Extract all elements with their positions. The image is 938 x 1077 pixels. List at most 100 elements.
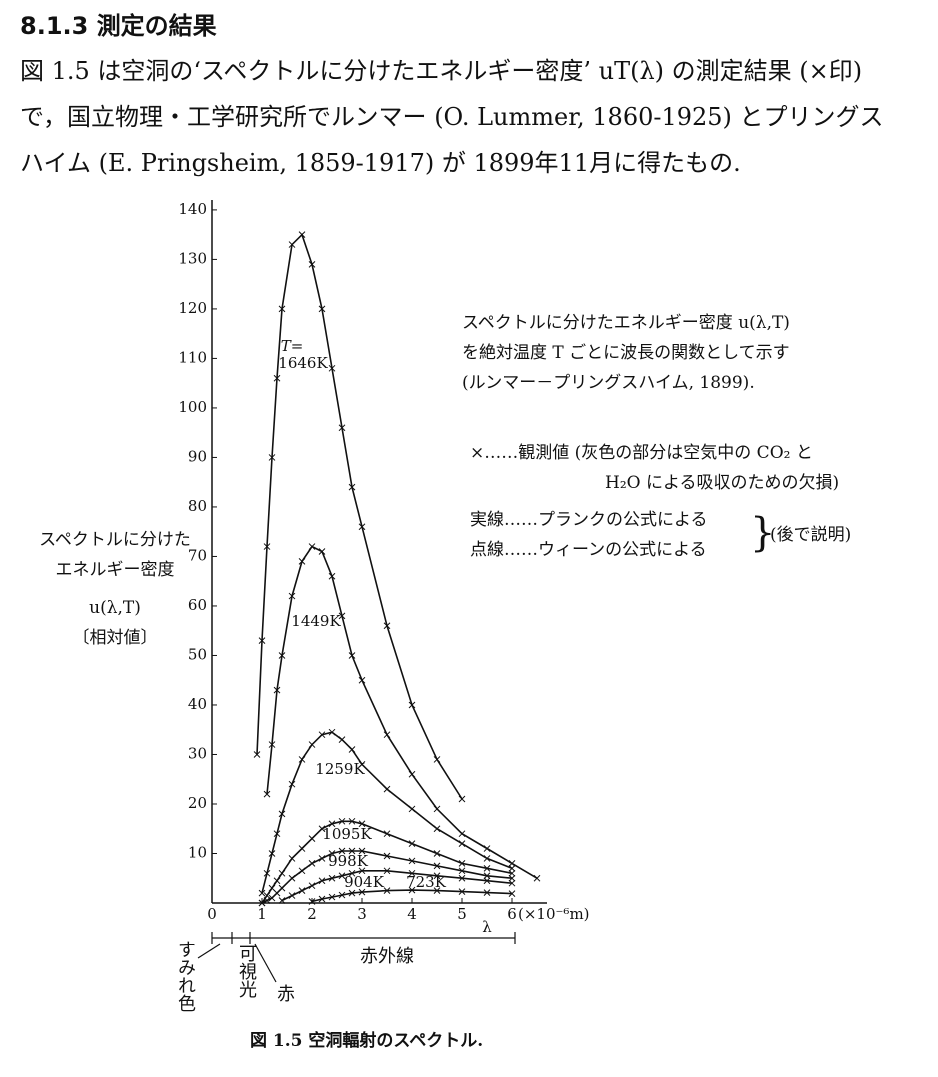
data-point [508,890,516,897]
data-point [348,746,356,753]
y-tick-label: 110 [178,348,207,366]
data-point [433,805,441,813]
y-axis-label: スペクトルに分けた エネルギー密度 u(λ,T) 〔相対値〕 [20,525,210,653]
data-point [433,756,441,763]
data-point [458,860,466,867]
data-point [308,261,316,268]
series-label: 998K [328,852,369,870]
y-tick-label: 140 [178,200,207,218]
data-point [533,874,541,882]
description: スペクトルに分けたエネルギー密度 u(λ,T) を絶対温度 T ごとに波長の関数… [462,308,790,398]
data-point [308,898,316,905]
data-point [433,825,441,833]
data-point [288,241,296,248]
data-point [458,830,466,838]
x-tick-label: 2 [307,905,317,923]
visible-label: 可視光 [236,944,257,998]
series-label: 1095K [322,825,372,843]
data-point [288,855,296,862]
data-point [338,891,346,899]
data-point [298,231,306,239]
x-tick-label: 4 [407,905,417,923]
y-label-line: u(λ,T) [89,598,141,618]
series-line [266,545,538,879]
data-point [288,874,296,882]
data-point [483,864,491,872]
data-point [338,817,346,825]
data-point [298,756,306,763]
pointer [254,943,277,983]
data-point [483,872,491,880]
data-point [288,780,296,788]
data-point [458,888,466,895]
pointer [197,943,221,959]
data-point [308,882,316,890]
y-tick-label: 70 [188,546,207,564]
brace: } [750,510,776,556]
data-point [408,869,416,877]
data-point [278,810,286,818]
data-point [483,855,491,862]
data-point [348,483,356,491]
data-point [408,886,416,894]
data-point [383,622,391,630]
data-point [308,741,316,748]
data-point [348,889,356,897]
data-point [358,847,366,855]
y-label-line: エネルギー密度 [55,560,175,580]
data-point [383,830,391,838]
infrared-label: 赤外線 [360,946,414,967]
section-title: 8.1.3 測定の結果 [20,12,217,40]
data-point [338,612,346,620]
x-unit: (×10⁻⁶m) [518,905,590,923]
data-point [318,305,326,313]
data-point [328,874,336,882]
data-point [278,869,286,877]
data-point [278,884,286,892]
data-point [318,855,326,862]
red-label: 赤 [277,984,295,1005]
y-tick-label: 30 [188,744,207,762]
data-point [258,637,266,644]
data-point [298,845,306,852]
data-point [408,701,416,709]
data-point [308,835,316,842]
data-point [328,364,336,372]
x-tick-label: 6 [507,905,517,923]
series-label: 904K [344,873,385,891]
y-tick-label: 20 [188,794,207,812]
data-point [383,867,391,875]
data-point [508,860,516,867]
x-axis-label: λ [482,918,492,936]
note-line: H₂O による吸収のための欠損) [605,473,840,493]
data-point [433,872,441,880]
data-point [268,741,276,748]
spectrum-bar [197,932,516,983]
data-point [288,592,296,600]
x-tick-label: 3 [357,905,367,923]
data-point [308,860,316,867]
data-point [258,889,266,897]
data-point [508,864,516,872]
data-point [318,731,326,739]
series-line [311,889,513,903]
y-tick-label: 40 [188,695,207,713]
data-point [408,840,416,847]
data-point [318,825,326,833]
data-point [328,728,336,736]
y-tick-label: 60 [188,596,207,614]
x-tick-label: 1 [257,905,267,923]
data-point [308,543,316,550]
data-point [433,887,441,894]
data-point [383,785,391,793]
series-line [281,870,513,902]
data-point [358,888,366,896]
line-notes: 実線……プランクの公式による 点線……ウィーンの公式による [470,505,708,565]
series-line [256,233,463,800]
data-point [348,847,356,855]
data-point [268,850,276,857]
data-point [358,523,366,531]
data-point [458,795,466,803]
temperature-prefix: T= [281,337,304,355]
